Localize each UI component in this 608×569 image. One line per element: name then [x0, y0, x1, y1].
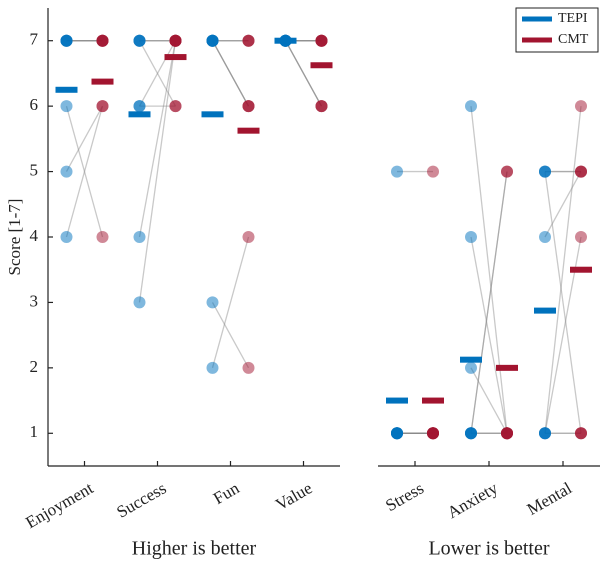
- pair-line: [470, 367, 508, 434]
- mean-marker: [496, 364, 518, 371]
- pair-line: [211, 40, 250, 107]
- pair-line: [211, 236, 250, 369]
- mean-marker: [55, 86, 78, 93]
- x-axis-label: Higher is better: [132, 538, 257, 560]
- y-tick-label: 3: [30, 291, 39, 310]
- mean-marker: [201, 111, 224, 118]
- pair-line: [544, 171, 582, 238]
- mean-marker: [534, 307, 556, 314]
- mean-marker: [274, 37, 297, 44]
- x-tick-label: Anxiety: [444, 478, 501, 522]
- pair-line: [65, 105, 104, 238]
- pair-line: [138, 40, 177, 303]
- data-point: [206, 34, 219, 47]
- x-axis-label: Lower is better: [428, 538, 549, 560]
- x-tick-label: Success: [113, 478, 169, 521]
- y-tick-label: 2: [30, 357, 39, 376]
- pair-line: [544, 106, 582, 434]
- data-point: [575, 100, 587, 113]
- data-point: [96, 231, 109, 243]
- pair-line: [138, 40, 177, 107]
- data-point: [575, 427, 587, 440]
- mean-marker: [164, 54, 187, 61]
- data-point: [465, 361, 477, 374]
- data-point: [206, 296, 219, 309]
- data-point: [242, 231, 255, 243]
- mean-marker: [460, 356, 482, 363]
- data-point: [539, 427, 551, 440]
- mean-marker: [386, 397, 408, 404]
- data-point: [465, 231, 477, 243]
- data-point: [427, 165, 439, 178]
- data-point: [96, 34, 109, 47]
- data-point: [465, 427, 477, 440]
- pair-line: [544, 171, 582, 434]
- pair-line: [470, 236, 508, 434]
- data-point: [315, 100, 328, 113]
- pair-line: [284, 40, 323, 107]
- y-tick-label: 4: [30, 226, 39, 245]
- y-tick-label: 5: [30, 160, 39, 179]
- y-tick-label: 1: [30, 422, 39, 441]
- data-point: [539, 165, 551, 178]
- legend-label: CMT: [558, 32, 589, 47]
- pair-line: [138, 40, 177, 107]
- mean-marker: [237, 127, 260, 134]
- data-point: [206, 361, 219, 374]
- y-axis-label: Score [1-7]: [5, 199, 24, 276]
- pair-line: [284, 40, 323, 107]
- data-point: [96, 100, 109, 113]
- data-point: [242, 34, 255, 47]
- data-point: [427, 427, 439, 440]
- data-point: [133, 34, 146, 47]
- mean-marker: [570, 266, 592, 273]
- data-point: [242, 100, 255, 113]
- x-tick-label: Stress: [382, 478, 427, 515]
- pair-line: [470, 106, 508, 434]
- mean-marker: [422, 397, 444, 404]
- data-point: [60, 34, 73, 47]
- data-point: [60, 100, 73, 113]
- data-point: [60, 165, 73, 178]
- x-tick-label: Enjoyment: [22, 478, 96, 532]
- mean-marker: [310, 62, 333, 69]
- data-point: [133, 100, 146, 113]
- data-point: [169, 34, 182, 47]
- pair-line: [65, 105, 104, 172]
- data-point: [242, 361, 255, 374]
- data-point: [501, 165, 513, 178]
- data-point: [133, 296, 146, 309]
- data-point: [315, 34, 328, 47]
- pair-line: [211, 40, 250, 107]
- x-tick-label: Mental: [524, 478, 575, 519]
- y-tick-label: 6: [30, 95, 39, 114]
- pair-line: [211, 40, 250, 107]
- x-tick-label: Fun: [210, 478, 243, 508]
- data-point: [169, 100, 182, 113]
- data-point: [60, 231, 73, 243]
- pair-line: [284, 40, 323, 107]
- data-point: [501, 427, 513, 440]
- mean-marker: [91, 78, 114, 85]
- y-tick-label: 7: [30, 30, 39, 49]
- data-point: [465, 100, 477, 113]
- data-point: [575, 165, 587, 178]
- pair-line: [470, 171, 508, 434]
- data-point: [575, 231, 587, 243]
- data-point: [391, 427, 403, 440]
- pair-line: [65, 105, 104, 238]
- data-point: [539, 231, 551, 243]
- x-tick-label: Value: [272, 478, 315, 514]
- pair-line: [138, 40, 177, 238]
- pair-line: [211, 302, 250, 369]
- mean-marker: [128, 111, 151, 118]
- pair-line: [470, 171, 508, 434]
- data-point: [133, 231, 146, 243]
- legend-box: [515, 7, 599, 53]
- data-point: [391, 165, 403, 178]
- legend-label: TEPI: [558, 11, 588, 26]
